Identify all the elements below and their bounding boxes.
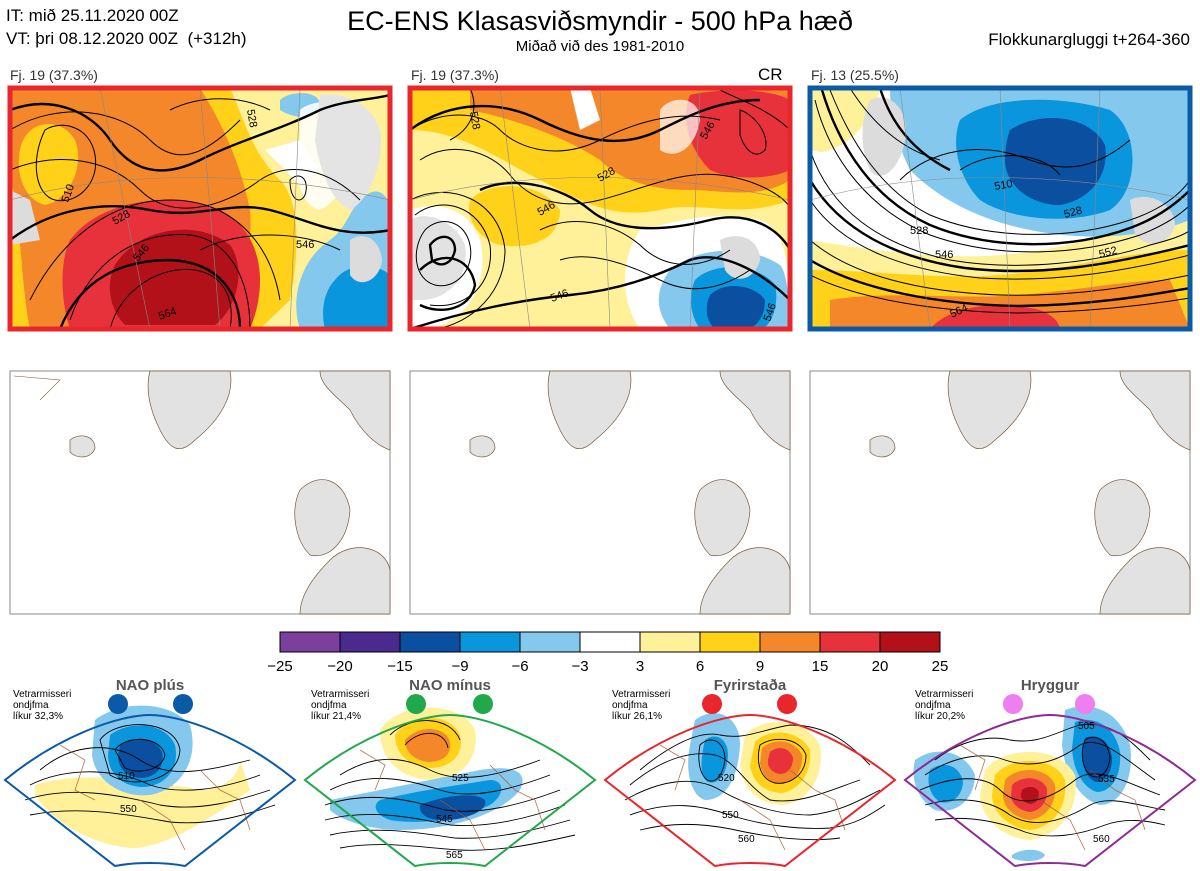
cluster-map-2: 528 546 528 546 546 546 <box>410 88 790 329</box>
regime-nao-minus: 525 545 565 NAO mínus Vetrarmisseri ondj… <box>303 677 597 868</box>
colorbar-swatch <box>759 631 821 653</box>
regime-4-prob-line: Vetrarmisseri <box>915 689 973 700</box>
colorbar-swatch <box>519 631 581 653</box>
colorbar-swatch <box>699 631 761 653</box>
panel-3-contour-label: 510 <box>993 178 1013 193</box>
colorbar-tick-label: −3 <box>571 658 588 675</box>
panel-1-contour-label: 528 <box>244 108 259 128</box>
regime-3-dot <box>702 694 722 714</box>
colorbar-swatch <box>879 631 941 653</box>
colorbar-tick-label: 20 <box>872 658 889 675</box>
regime-1-name: NAO plús <box>116 677 184 694</box>
panel-2-tag: CR <box>758 65 783 84</box>
empty-map-1 <box>9 370 391 615</box>
colorbar-swatch <box>279 631 341 653</box>
valid-time: VT: þri 08.12.2020 00Z (+312h) <box>6 29 247 48</box>
panel-2-border <box>407 85 793 332</box>
colorbar: −25 −20 −15 −9 −6 −3 3 6 9 15 20 25 <box>267 631 949 675</box>
panel-3-contour-label: 546 <box>935 249 953 261</box>
page-subtitle: Miðað við des 1981-2010 <box>515 38 685 55</box>
colorbar-swatch <box>399 631 461 653</box>
colorbar-swatch <box>339 631 401 653</box>
colorbar-tick-label: 9 <box>756 658 764 675</box>
regime-1-prob-line: líkur 32,3% <box>13 711 63 722</box>
regime-2-prob-line: ondjfma <box>311 700 347 711</box>
empty-map-2 <box>409 370 791 615</box>
regime-4-contour-label: 535 <box>1098 774 1115 785</box>
empty-map-3 <box>809 370 1191 615</box>
cluster-map-1: 528 510 528 546 564 546 <box>10 88 390 329</box>
colorbar-tick-label: 6 <box>696 658 704 675</box>
page-title: EC-ENS Klasasviðsmyndir - 500 hPa hæð <box>347 6 853 36</box>
colorbar-tick-label: −6 <box>511 658 528 675</box>
regime-nao-plus: 510 550 NAO plús Vetrarmisseri ondjfma l… <box>3 677 297 868</box>
regime-3-dot <box>777 694 797 714</box>
regime-1-contour-label: 550 <box>120 804 137 815</box>
regime-2-prob-line: Vetrarmisseri <box>311 689 369 700</box>
panel-2-contour-label: 528 <box>467 110 482 130</box>
regime-2-name: NAO mínus <box>409 677 491 694</box>
init-time: IT: mið 25.11.2020 00Z <box>6 6 179 25</box>
panel-2-label: Fj. 19 (37.3%) <box>411 67 499 83</box>
panel-1-contour-label: 510 <box>60 183 78 204</box>
regime-4-dot <box>1075 694 1095 714</box>
colorbar-tick-label: 25 <box>932 658 949 675</box>
regime-4-contour-label: 560 <box>1093 834 1110 845</box>
regime-1-contour-label: 510 <box>118 771 135 782</box>
regime-1-prob-line: ondjfma <box>13 700 49 711</box>
regime-1-dot <box>108 694 128 714</box>
regime-4-contour-label: 505 <box>1078 721 1095 732</box>
classification-window: Flokkunargluggi t+264-360 <box>988 30 1190 49</box>
regime-1-prob-line: Vetrarmisseri <box>13 689 71 700</box>
panel-3-border <box>807 85 1193 332</box>
regime-3-name: Fyrirstaða <box>714 677 787 694</box>
regime-1-dot <box>173 694 193 714</box>
regime-4-dot <box>1003 694 1023 714</box>
regime-3-prob-line: Vetrarmisseri <box>612 689 670 700</box>
regime-blocking: 520 550 560 Fyrirstaða Vetrarmisseri ond… <box>603 677 897 868</box>
header-left: IT: mið 25.11.2020 00Z VT: þri 08.12.202… <box>6 4 247 50</box>
panel-3-contour-label: 528 <box>910 225 928 237</box>
regime-3-contour-label: 550 <box>722 810 739 821</box>
regime-2-dot <box>473 694 493 714</box>
regime-2-dot <box>406 694 426 714</box>
panel-1-contour-label: 564 <box>157 305 178 323</box>
panel-3-contour-label: 552 <box>1098 245 1119 261</box>
panel-2-contour-label: 546 <box>549 287 570 305</box>
colorbar-tick-label: −15 <box>387 658 412 675</box>
panel-2-contour-label: 546 <box>762 302 780 323</box>
regime-4-prob-line: líkur 20,2% <box>915 711 965 722</box>
colorbar-tick-label: −25 <box>267 658 292 675</box>
panel-1-contour-label: 546 <box>296 239 314 251</box>
regime-3-prob-line: ondjfma <box>612 700 648 711</box>
regime-ridge: 505 535 560 Hryggur Vetrarmisseri ondjfm… <box>903 677 1197 868</box>
regime-2-contour-label: 525 <box>452 773 469 784</box>
regime-2-contour-label: 545 <box>436 814 453 825</box>
regime-4-name: Hryggur <box>1021 677 1080 694</box>
cluster-map-3: 510 528 528 546 564 552 582 <box>810 88 1190 329</box>
regime-3-contour-label: 520 <box>718 773 735 784</box>
regime-3-contour-label: 560 <box>738 834 755 845</box>
colorbar-tick-label: 15 <box>812 658 829 675</box>
regime-2-contour-label: 565 <box>446 850 463 861</box>
regime-4-prob-line: ondjfma <box>915 700 951 711</box>
regime-3-prob-line: líkur 26,1% <box>612 711 662 722</box>
colorbar-tick-label: −20 <box>327 658 352 675</box>
regime-2-prob-line: líkur 21,4% <box>311 711 361 722</box>
panel-1-border <box>7 85 393 332</box>
colorbar-tick-label: 3 <box>636 658 644 675</box>
colorbar-swatch <box>579 631 641 653</box>
panel-3-label: Fj. 13 (25.5%) <box>811 67 899 83</box>
colorbar-swatch <box>459 631 521 653</box>
colorbar-swatch <box>819 631 881 653</box>
panel-3-contour-label: 528 <box>1063 205 1084 221</box>
colorbar-swatch <box>639 631 701 653</box>
panel-1-label: Fj. 19 (37.3%) <box>10 67 98 83</box>
colorbar-tick-label: −9 <box>451 658 468 675</box>
